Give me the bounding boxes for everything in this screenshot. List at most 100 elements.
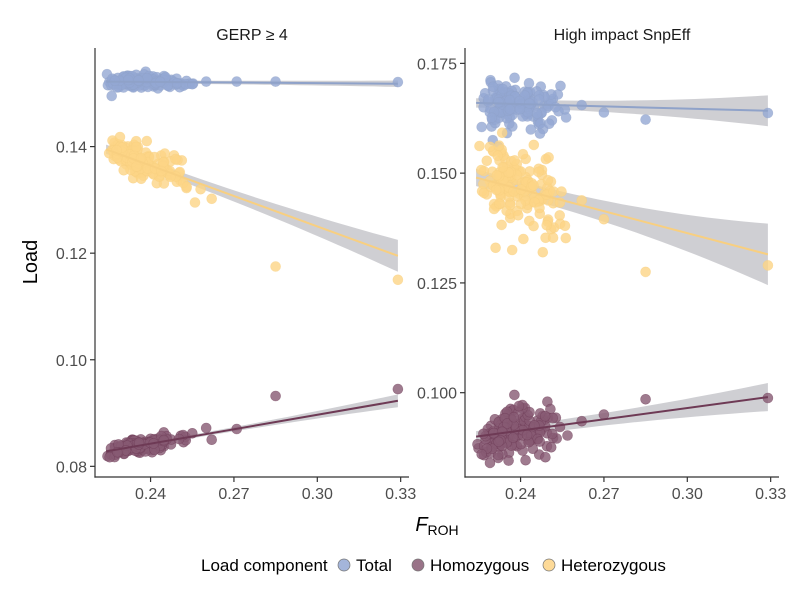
data-point-heterozygous (537, 246, 549, 258)
data-point-total (598, 107, 610, 118)
y-tick-label: 0.12 (56, 246, 87, 263)
data-point-total (187, 78, 198, 90)
data-point-heterozygous (181, 181, 192, 192)
fit-line-heterozygous (475, 176, 769, 256)
data-point-total (762, 107, 774, 119)
fit-line-homozygous (105, 399, 399, 453)
data-point-total (106, 90, 117, 102)
data-point-heterozygous (481, 155, 493, 167)
data-point-total (476, 121, 488, 133)
y-tick-label: 0.14 (56, 140, 87, 157)
data-point-total (534, 128, 546, 139)
data-point-homozygous (508, 411, 520, 423)
data-point-homozygous (478, 428, 489, 440)
x-axis-title-subscript: ROH (428, 522, 459, 538)
data-point-total (486, 112, 498, 123)
y-tick-label: 0.125 (417, 276, 457, 293)
data-point-heterozygous (534, 202, 545, 214)
data-point-homozygous (270, 390, 281, 402)
y-tick-label: 0.150 (417, 166, 457, 183)
data-point-heterozygous (493, 198, 505, 209)
panel-gerp: GERP ≥ 4 0.08 0.10 0.12 0.14 0.24 0.27 0.30 0.33 (56, 27, 416, 503)
data-point-homozygous (501, 418, 513, 429)
data-point-homozygous (545, 441, 557, 453)
data-point-total (531, 108, 543, 119)
data-point-heterozygous (189, 197, 201, 208)
data-point-heterozygous (492, 150, 504, 161)
data-point-heterozygous (149, 151, 160, 163)
data-point-total (550, 102, 561, 113)
legend-label-heterozygous: Heterozygous (561, 556, 666, 575)
y-tick-label: 0.10 (56, 353, 87, 370)
legend-key-homozygous (411, 558, 425, 572)
data-point-total (523, 77, 535, 89)
data-point-heterozygous (118, 165, 129, 176)
x-tick-label: 0.27 (588, 486, 619, 503)
data-point-heterozygous (491, 170, 503, 181)
data-point-homozygous (484, 457, 496, 469)
legend-key-total (337, 558, 351, 572)
y-tick-label: 0.175 (417, 56, 457, 73)
data-point-homozygous (392, 383, 404, 395)
data-point-homozygous (104, 451, 115, 463)
data-point-homozygous (534, 436, 546, 447)
data-point-heterozygous (206, 193, 217, 205)
data-point-heterozygous (528, 180, 539, 191)
data-point-total (560, 112, 572, 123)
legend: Load component Total Homozygous Heterozygo… (201, 556, 666, 575)
data-point-heterozygous (493, 140, 505, 151)
data-point-total (493, 96, 504, 108)
data-point-total (133, 75, 144, 86)
data-point-heterozygous (141, 135, 153, 147)
data-point-homozygous (200, 422, 212, 434)
y-tick-label: 0.100 (417, 386, 457, 403)
x-axis-title: FROH (415, 514, 458, 538)
data-point-heterozygous (542, 174, 554, 186)
data-point-heterozygous (541, 219, 553, 231)
data-point-heterozygous (475, 164, 487, 176)
data-point-heterozygous (270, 261, 281, 272)
data-point-total (533, 94, 545, 105)
data-point-heterozygous (496, 219, 507, 231)
data-point-homozygous (520, 454, 531, 466)
data-point-heterozygous (559, 220, 571, 232)
data-point-heterozygous (598, 213, 610, 225)
data-point-heterozygous (528, 139, 540, 151)
data-point-heterozygous (474, 140, 485, 152)
data-point-heterozygous (131, 161, 142, 172)
data-point-heterozygous (135, 173, 147, 185)
data-point-heterozygous (490, 242, 501, 254)
data-point-heterozygous (504, 199, 516, 211)
data-point-homozygous (513, 400, 525, 412)
fit-line-total (476, 101, 768, 112)
data-point-homozygous (546, 428, 558, 440)
data-point-total (640, 114, 651, 125)
data-point-heterozygous (114, 131, 126, 143)
data-point-homozygous (493, 436, 504, 448)
data-point-homozygous (509, 389, 520, 401)
data-point-heterozygous (496, 127, 508, 138)
data-point-heterozygous (130, 141, 142, 153)
data-point-homozygous (503, 455, 514, 466)
data-point-homozygous (507, 432, 519, 444)
data-point-homozygous (554, 421, 566, 433)
data-point-heterozygous (517, 148, 529, 160)
data-point-heterozygous (497, 161, 508, 173)
data-point-heterozygous (762, 260, 774, 271)
data-point-homozygous (640, 393, 651, 405)
data-point-total (543, 118, 555, 129)
data-point-heterozygous (560, 232, 572, 244)
x-axis-title-main: F (415, 514, 429, 536)
legend-key-heterozygous (542, 558, 556, 572)
x-tick-label: 0.27 (218, 486, 249, 503)
x-tick-label: 0.30 (672, 486, 703, 503)
data-point-total (123, 74, 134, 86)
y-axis-title: Load (20, 240, 42, 285)
y-tick-label: 0.08 (56, 459, 87, 476)
x-tick-label: 0.30 (302, 486, 333, 503)
legend-label-homozygous: Homozygous (430, 556, 529, 575)
x-tick-label: 0.33 (755, 486, 786, 503)
fit-line-total (106, 80, 398, 85)
data-point-homozygous (521, 429, 533, 441)
